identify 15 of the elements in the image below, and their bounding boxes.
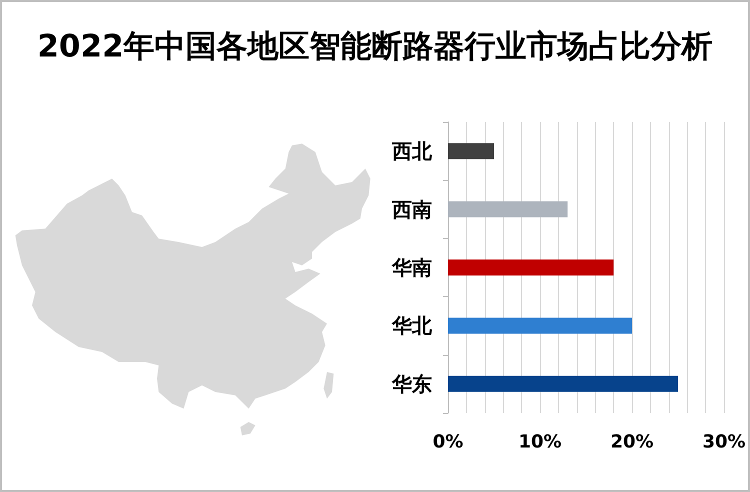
bar	[448, 376, 678, 392]
bar	[448, 318, 632, 334]
y-tick-label: 西南	[391, 197, 432, 222]
chart-title: 2022年中国各地区智能断路器行业市场占比分析	[37, 28, 713, 64]
bar	[448, 260, 614, 276]
x-tick-label: 10%	[518, 432, 562, 452]
y-tick-label: 华北	[391, 314, 433, 338]
y-tick-label: 华南	[391, 256, 432, 280]
bar	[448, 143, 494, 160]
bar	[448, 201, 568, 218]
x-tick-label: 0%	[432, 432, 464, 452]
y-tick-label: 华东	[391, 372, 432, 396]
x-tick-label: 20%	[610, 432, 654, 452]
x-tick-label: 30%	[702, 432, 746, 452]
y-tick-label: 西北	[391, 139, 433, 164]
